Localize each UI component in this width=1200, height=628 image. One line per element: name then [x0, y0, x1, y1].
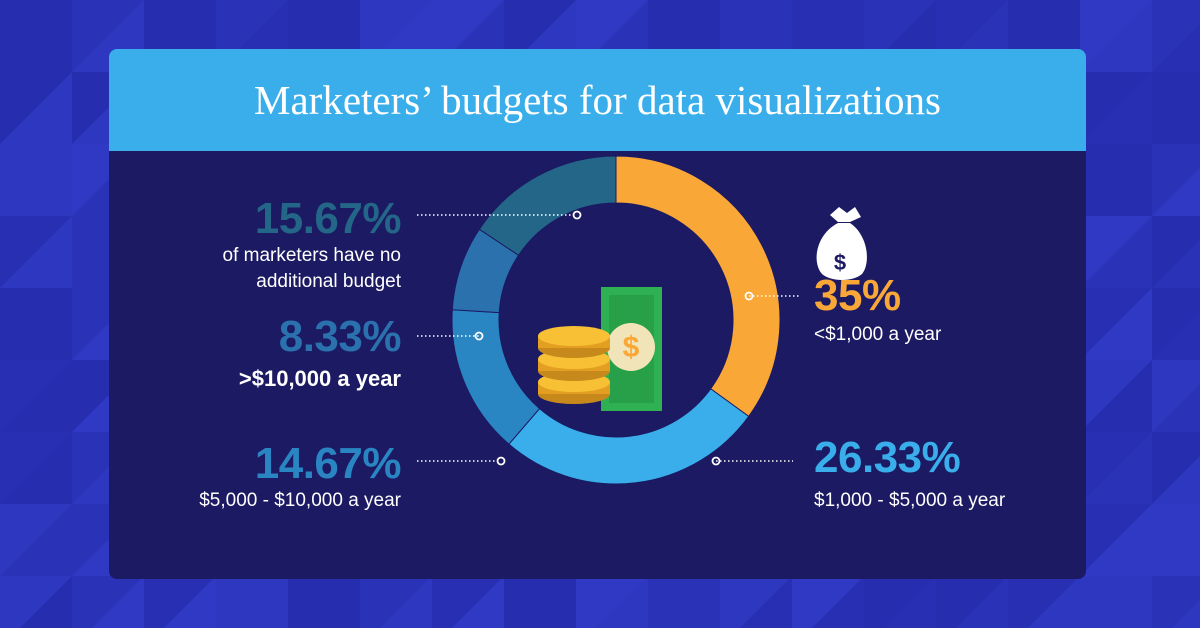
connector-dot-over-10000 — [474, 331, 484, 341]
page-title: Marketers’ budgets for data visualizatio… — [254, 77, 941, 123]
desc-over-10000: >$10,000 a year — [238, 366, 401, 391]
pct-label-1000-5000: 26.33% — [814, 433, 961, 482]
donut-slice-5000-10000 — [451, 309, 541, 445]
svg-text:$: $ — [623, 331, 640, 364]
header-bar: Marketers’ budgets for data visualizatio… — [109, 49, 1086, 151]
connector-dot-1000-5000 — [711, 456, 721, 466]
pct-label-over-10000: 8.33% — [278, 312, 402, 361]
desc-under-1000: <$1,000 a year — [814, 324, 942, 345]
pct-label-5000-10000: 14.67% — [254, 439, 402, 488]
donut-slice-no-budget — [478, 155, 617, 256]
donut-chart: $ $ — [417, 155, 867, 485]
pct-label-no-budget: 15.67% — [254, 194, 402, 243]
money-bag-icon: $ — [816, 207, 867, 280]
connector-dot-no-budget — [572, 210, 582, 220]
coins-and-banknote-icon: $ — [538, 287, 662, 411]
desc-1000-5000: $1,000 - $5,000 a year — [814, 490, 1006, 511]
svg-text:$: $ — [834, 250, 846, 275]
infographic-card: Marketers’ budgets for data visualizatio… — [109, 49, 1086, 579]
desc-no-budget: of marketers have no additional budget — [222, 245, 401, 292]
connector-dot-5000-10000 — [496, 456, 506, 466]
connector-dot-under-1000 — [744, 291, 754, 301]
pct-label-under-1000: 35% — [814, 271, 901, 320]
donut-slice-under-1000 — [615, 155, 781, 418]
desc-5000-10000: $5,000 - $10,000 a year — [199, 490, 401, 511]
